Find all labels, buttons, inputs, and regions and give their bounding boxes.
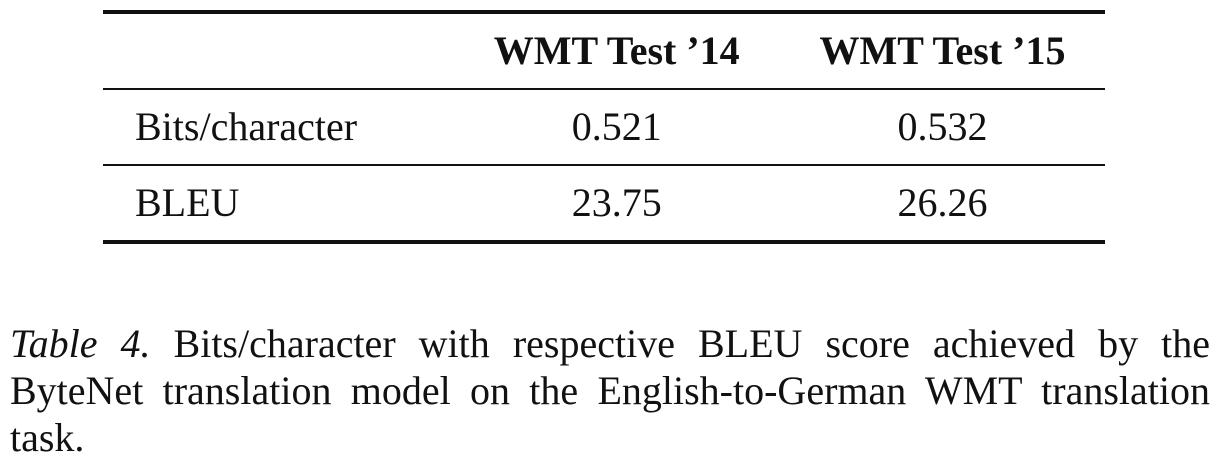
- table-row-bits-per-character: Bits/character 0.521 0.532: [103, 89, 1105, 165]
- table-header-row: WMT Test ’14 WMT Test ’15: [103, 12, 1105, 89]
- caption-text: Bits/character with respective BLEU scor…: [10, 321, 1210, 460]
- results-table-container: WMT Test ’14 WMT Test ’15 Bits/character…: [103, 10, 1105, 244]
- table-row-bleu: BLEU 23.75 26.26: [103, 165, 1105, 242]
- cell-value: 23.75: [571, 180, 662, 225]
- cell-value: 26.26: [897, 180, 988, 225]
- cell-value: 0.521: [571, 104, 662, 149]
- header-wmt-test-15: WMT Test ’15: [819, 28, 1066, 73]
- cell-value: 0.532: [897, 104, 988, 149]
- row-label: BLEU: [135, 180, 240, 225]
- results-table: WMT Test ’14 WMT Test ’15 Bits/character…: [103, 10, 1105, 244]
- table-caption: Table 4. Bits/character with respective …: [10, 320, 1210, 461]
- row-label: Bits/character: [135, 104, 358, 149]
- header-wmt-test-14: WMT Test ’14: [493, 28, 740, 73]
- header-empty-cell: [103, 12, 453, 89]
- caption-label: Table 4.: [10, 321, 151, 366]
